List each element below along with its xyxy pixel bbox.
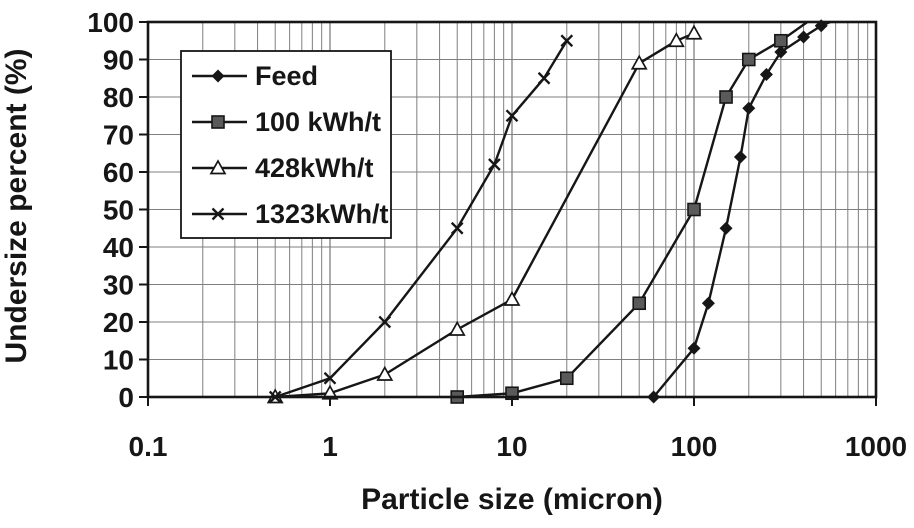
marker-square — [211, 115, 225, 129]
marker-triangle — [448, 320, 466, 336]
legend-label-feed: Feed — [255, 61, 318, 91]
marker-x — [323, 371, 337, 385]
legend-label-100-kwh-t: 100 kWh/t — [255, 107, 381, 137]
marker-diamond — [733, 150, 747, 164]
marker-diamond — [774, 45, 788, 59]
x-tick-label: 1000 — [845, 431, 907, 462]
series-1323kwh-t — [268, 34, 574, 404]
marker-x — [450, 221, 464, 235]
legend: Feed 100 kWh/t 428kWh/t 1323kWh/t — [180, 50, 392, 239]
legend-box — [180, 50, 392, 239]
x-tick-label: 0.1 — [129, 431, 168, 462]
y-tick-label: 50 — [103, 195, 134, 226]
marker-square — [741, 52, 756, 67]
marker-x — [211, 207, 225, 221]
y-tick-label: 90 — [103, 45, 134, 76]
y-tick-label: 80 — [103, 82, 134, 113]
marker-triangle — [685, 24, 703, 40]
legend-entry-100-kwh-t: 100 kWh/t — [192, 107, 381, 137]
series-feed — [647, 19, 831, 404]
x-tick-label: 1 — [322, 431, 338, 462]
y-axis-title: Undersize percent (%) — [0, 48, 33, 363]
legend-entry-428kwh-t: 428kWh/t — [192, 153, 374, 183]
marker-x — [488, 158, 501, 171]
x-tick-label: 100 — [671, 431, 718, 462]
series-100-kwh-t — [450, 21, 809, 404]
marker-square — [687, 202, 701, 217]
y-tick-label: 40 — [103, 232, 134, 263]
marker-diamond — [742, 101, 756, 115]
marker-diamond — [759, 68, 773, 81]
legend-label-428kwh-t: 428kWh/t — [255, 153, 374, 183]
marker-x — [378, 315, 392, 329]
legend-entry-1323kwh-t: 1323kWh/t — [192, 199, 389, 229]
marker-square — [774, 33, 788, 48]
y-tick-label: 70 — [103, 120, 134, 151]
marker-x — [505, 109, 519, 123]
marker-square — [632, 296, 647, 311]
legend-label-1323kwh-t: 1323kWh/t — [255, 199, 389, 229]
marker-diamond — [701, 296, 715, 310]
marker-diamond — [687, 341, 701, 355]
marker-diamond — [719, 221, 733, 235]
marker-diamond — [797, 30, 811, 44]
y-tick-label: 20 — [103, 307, 134, 338]
y-tick-label: 60 — [103, 157, 134, 188]
marker-diamond — [211, 69, 225, 83]
marker-triangle — [376, 365, 394, 381]
y-tick-label: 0 — [118, 382, 134, 413]
series-428kwh-t — [266, 24, 703, 404]
legend-entry-feed: Feed — [192, 61, 318, 91]
marker-triangle — [503, 290, 521, 306]
marker-x — [537, 71, 551, 85]
y-tick-label: 10 — [103, 345, 134, 376]
y-tick-label: 100 — [87, 7, 134, 38]
y-tick-label: 30 — [103, 270, 134, 301]
x-axis-title: Particle size (micron) — [361, 483, 663, 516]
x-tick-label: 10 — [496, 431, 527, 462]
marker-triangle — [630, 54, 648, 70]
marker-triangle — [209, 159, 227, 175]
tick-layer: 0 10 20 30 40 50 60 70 80 90 100 0.1 1 10 100 1000 — [87, 7, 907, 462]
marker-square — [559, 371, 574, 386]
marker-x — [560, 34, 574, 48]
series-line-1323kwh-t — [274, 40, 568, 399]
marker-square — [719, 90, 733, 104]
marker-triangle — [667, 32, 685, 48]
series-layer — [266, 19, 831, 404]
